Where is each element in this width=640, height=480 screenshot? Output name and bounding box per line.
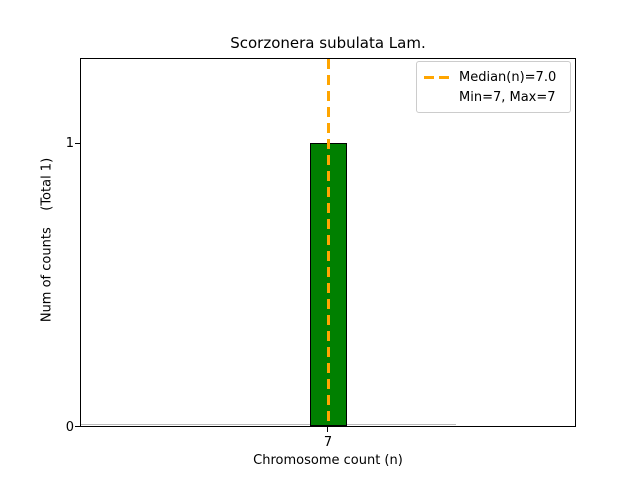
legend-box: Median(n)=7.0 Min=7, Max=7	[416, 61, 571, 113]
legend-empty-sample	[424, 96, 451, 99]
legend-entry-minmax: Min=7, Max=7	[424, 87, 562, 107]
y-tick-label-0: 0	[65, 420, 74, 435]
zero-count-baseline	[81, 424, 456, 425]
legend-label-median: Median(n)=7.0	[459, 69, 557, 85]
y-tick-label-1: 1	[65, 136, 74, 151]
x-tick-mark-7	[327, 427, 328, 432]
median-dashed-line	[327, 59, 330, 426]
y-axis-label: Num of counts (Total 1)	[39, 157, 55, 323]
chart-title: Scorzonera subulata Lam.	[230, 34, 426, 52]
y-tick-mark-0	[75, 426, 80, 427]
median-line-sample-icon	[424, 75, 451, 79]
x-tick-label-7: 7	[323, 435, 333, 450]
plot-area	[80, 58, 576, 427]
legend-entry-median: Median(n)=7.0	[424, 67, 562, 87]
y-tick-mark-1	[75, 143, 80, 144]
legend-label-minmax: Min=7, Max=7	[459, 89, 556, 105]
x-axis-label: Chromosome count (n)	[253, 453, 403, 468]
